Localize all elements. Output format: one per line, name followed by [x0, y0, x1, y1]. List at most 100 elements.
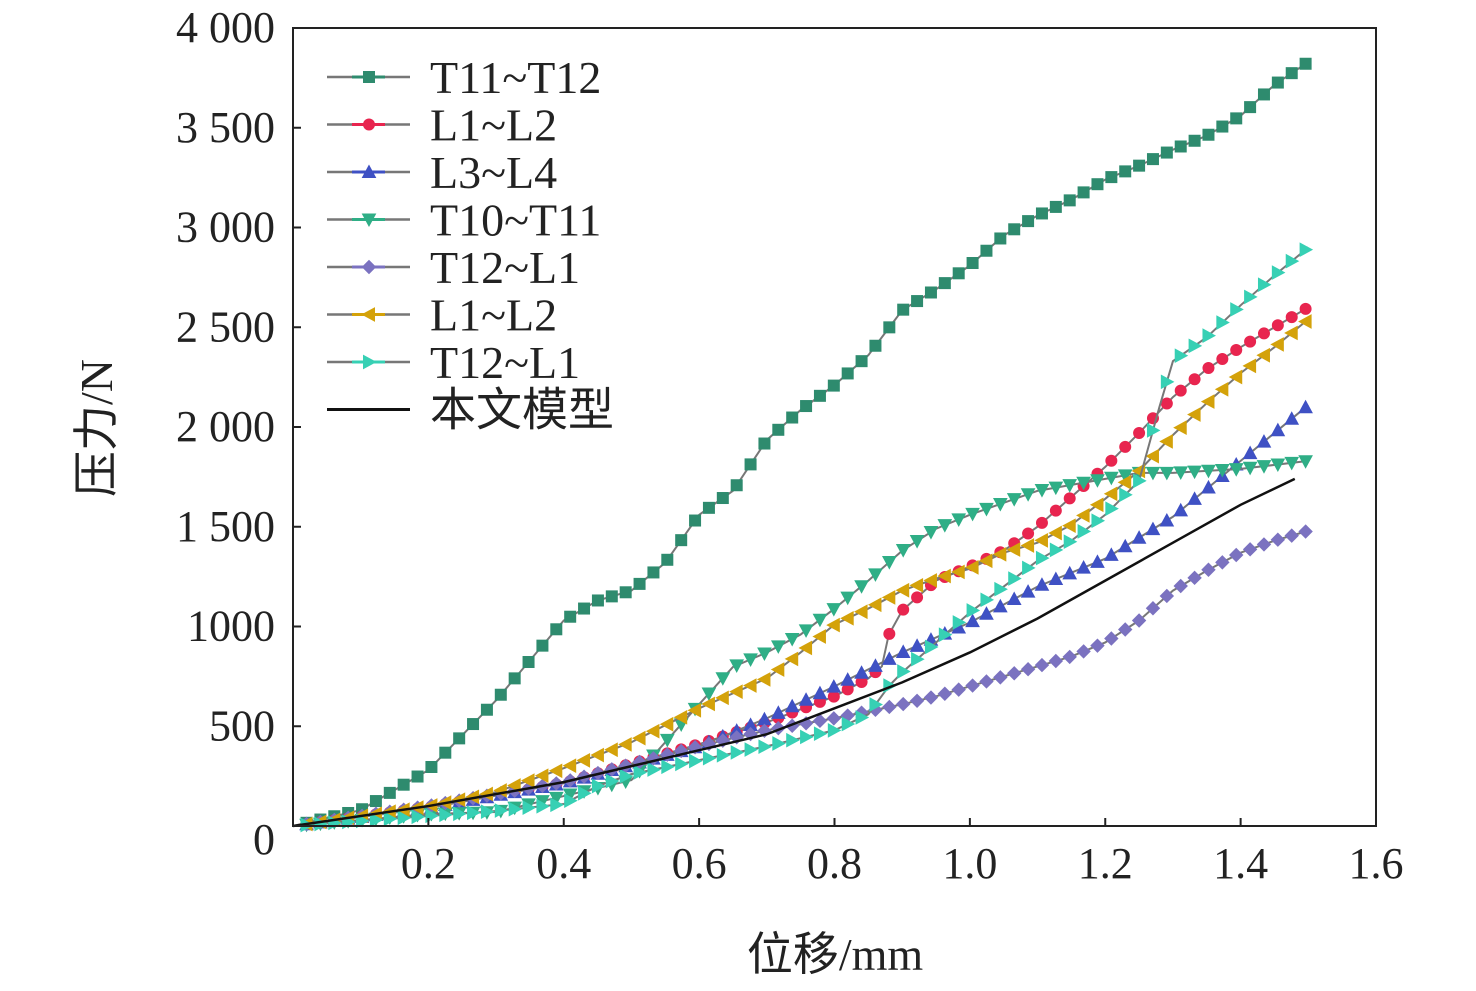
data-point: [578, 602, 591, 615]
data-point: [840, 672, 856, 686]
data-point: [1022, 527, 1035, 540]
x-tick-label: 0.8: [807, 839, 862, 888]
data-point: [453, 806, 467, 822]
data-point: [1089, 497, 1104, 513]
data-point: [480, 703, 493, 716]
data-point: [923, 526, 939, 540]
data-point: [1174, 348, 1189, 363]
x-tick-label: 1.2: [1078, 839, 1133, 888]
data-point: [883, 627, 896, 640]
data-point: [1145, 466, 1161, 481]
data-point: [1090, 638, 1105, 653]
x-tick-label: 0.6: [672, 839, 727, 888]
data-point: [1244, 335, 1257, 348]
data-point: [1104, 631, 1119, 646]
data-point: [867, 597, 882, 613]
y-tick-label: 1000: [187, 602, 275, 651]
data-point: [480, 804, 495, 820]
data-point: [659, 716, 674, 732]
data-point: [1006, 591, 1022, 605]
data-point: [826, 679, 842, 693]
data-point: [784, 632, 800, 647]
data-point: [1160, 397, 1173, 410]
data-point: [868, 658, 883, 672]
data-point: [1131, 613, 1147, 628]
data-point: [1145, 448, 1159, 464]
data-point: [1034, 484, 1050, 498]
data-point: [1285, 253, 1300, 269]
data-point: [1062, 518, 1076, 533]
data-point: [536, 798, 550, 814]
data-point: [812, 629, 826, 644]
data-point: [770, 705, 786, 719]
data-point: [1284, 528, 1299, 543]
legend-label: T12~L1: [430, 242, 580, 293]
data-point: [647, 566, 660, 579]
data-point: [965, 507, 980, 522]
ticks-layer: 0.2 0.4 0.6 0.8 1.0 1.2 1.4 1.6 0 500 1000 1 500 2 0…: [176, 3, 1404, 888]
data-point: [1048, 481, 1064, 496]
data-point: [1228, 369, 1243, 385]
legend-marker: [363, 354, 377, 370]
data-point: [854, 604, 868, 620]
data-point: [909, 638, 925, 652]
data-point: [743, 653, 758, 667]
legend-item: T12~L1: [327, 337, 580, 388]
data-point: [965, 613, 980, 628]
data-point: [895, 644, 911, 658]
data-point: [772, 423, 785, 436]
data-point: [425, 760, 438, 773]
data-point: [1201, 464, 1216, 479]
data-point: [1077, 186, 1090, 199]
data-point: [756, 672, 771, 687]
data-point: [522, 656, 535, 669]
data-point: [550, 797, 564, 813]
legend-label: 本文模型: [430, 385, 614, 436]
legend: T11~T12L1~L2L3~L4T10~T11T12~L1L1~L2T12~L…: [327, 52, 614, 436]
data-point: [564, 610, 577, 623]
data-point: [1271, 265, 1286, 280]
data-point: [786, 732, 800, 748]
data-point: [1270, 458, 1286, 473]
data-point: [411, 809, 426, 825]
data-point: [1035, 207, 1048, 220]
data-point: [1257, 88, 1270, 101]
data-point: [1091, 178, 1104, 191]
data-point: [1173, 502, 1189, 517]
data-point: [881, 651, 897, 665]
data-point: [937, 568, 951, 584]
data-point: [909, 535, 925, 549]
legend-marker: [363, 118, 375, 131]
data-point: [800, 729, 814, 745]
y-tick-label: 1 500: [176, 502, 275, 551]
data-point: [604, 742, 618, 758]
data-point: [521, 773, 535, 788]
legend-marker: [361, 213, 377, 228]
data-point: [951, 513, 967, 527]
data-point: [1188, 338, 1203, 354]
data-point: [1146, 153, 1159, 166]
data-point: [1133, 473, 1147, 489]
data-point: [605, 590, 618, 603]
legend-item: L1~L2: [327, 290, 557, 341]
data-point: [770, 662, 785, 677]
data-point: [937, 519, 953, 533]
data-point: [730, 745, 745, 760]
data-point: [508, 801, 523, 817]
data-point: [1076, 560, 1091, 574]
data-point: [1256, 537, 1272, 552]
data-point: [966, 603, 981, 618]
series-4: [292, 524, 1313, 832]
data-point: [786, 411, 799, 424]
data-point: [1048, 571, 1064, 586]
data-point: [868, 568, 883, 582]
data-point: [1215, 463, 1230, 478]
data-point: [1173, 578, 1188, 594]
legend-item: T11~T12: [327, 52, 601, 103]
data-point: [1020, 538, 1035, 553]
data-point: [798, 692, 814, 706]
data-point: [383, 811, 398, 827]
data-point: [1118, 622, 1133, 637]
data-point: [1284, 325, 1298, 341]
data-point: [951, 682, 966, 697]
